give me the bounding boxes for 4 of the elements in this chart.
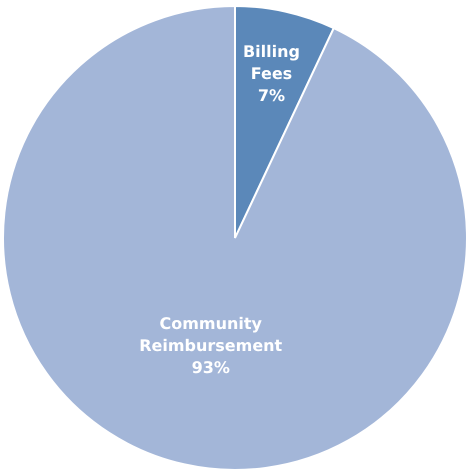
- data-label: 93%: [192, 358, 230, 377]
- slice-label: Community Reimbursement: [139, 314, 283, 355]
- slice-label: Billing Fees: [242, 42, 300, 84]
- data-label: 7%: [258, 86, 286, 106]
